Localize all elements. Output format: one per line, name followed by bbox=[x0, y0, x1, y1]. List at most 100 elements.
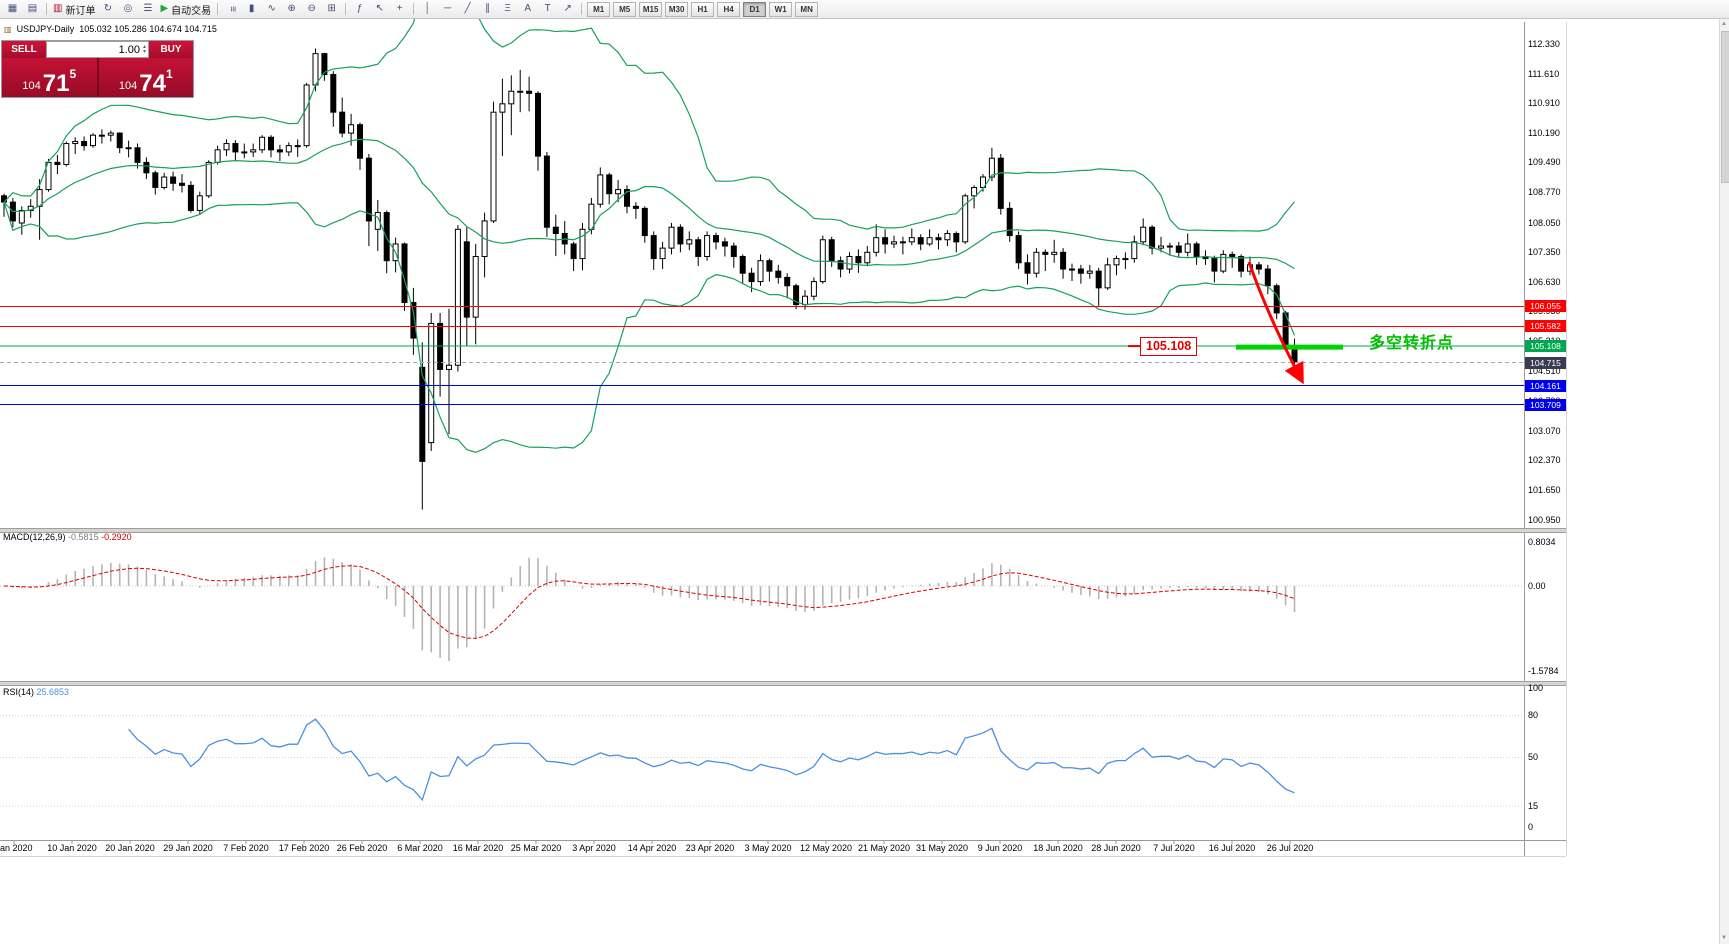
macd-name: MACD(12,26,9) bbox=[3, 532, 66, 542]
sell-price-whole: 104 bbox=[22, 80, 41, 92]
price-divider bbox=[96, 58, 99, 97]
scroll-up-icon[interactable]: ▲ bbox=[1721, 21, 1727, 27]
volume-value[interactable]: 1.00 bbox=[118, 43, 140, 56]
timeframe-h1[interactable]: H1 bbox=[691, 1, 715, 17]
chart-title: ▥ USDJPY-Daily 105.032 105.286 104.674 1… bbox=[4, 24, 217, 34]
buy-price[interactable]: 104 74 1 bbox=[98, 58, 193, 97]
new-chart-icon[interactable]: ▦ bbox=[3, 2, 22, 16]
crosshair-icon[interactable]: + bbox=[390, 2, 409, 16]
buy-price-pips: 74 bbox=[139, 69, 166, 97]
timeframe-m1-label: M1 bbox=[593, 4, 605, 14]
toolbar-separator bbox=[217, 3, 219, 15]
chart-icon: ▥ bbox=[4, 24, 12, 34]
price-level-callout[interactable]: 105.108 bbox=[1140, 337, 1198, 357]
rsi-panel bbox=[0, 715, 1524, 807]
bars-chart-icon[interactable]: ≡ bbox=[222, 2, 241, 16]
accounts-icon: ◎ bbox=[123, 3, 133, 14]
autotrade-button[interactable]: ▶ 自动交易 bbox=[158, 2, 213, 17]
timeframe-mn[interactable]: MN bbox=[795, 1, 819, 17]
refresh-icon[interactable]: ↻ bbox=[98, 2, 117, 16]
chart-symbol-label: USDJPY-Daily bbox=[16, 24, 75, 34]
trend-arrow bbox=[1247, 261, 1304, 385]
zoom-in-icon: ⊕ bbox=[287, 3, 296, 14]
timeframe-w1[interactable]: W1 bbox=[769, 1, 793, 17]
toolbar-separator bbox=[581, 3, 583, 15]
vertical-line-icon[interactable]: │ bbox=[418, 2, 437, 16]
zoom-in-icon[interactable]: ⊕ bbox=[282, 2, 301, 16]
horizontal-line-icon[interactable]: ─ bbox=[438, 2, 457, 16]
chart-frame bbox=[0, 22, 1567, 857]
timeframe-m5[interactable]: M5 bbox=[613, 1, 637, 17]
toolbar: ▦ ▤ ▥ 新订单 ↻ ◎ ☰ ▶ 自动交易 ≡ ▮ ∿ ⊕ ⊖ ⊞ ƒ ↖ + │ ─ ╱ ∥ Ξ A T ↗ M1 M5 M15 M3… bbox=[0, 0, 1729, 19]
annotations-graphics bbox=[1128, 261, 1343, 385]
timeframe-m5-label: M5 bbox=[619, 4, 631, 14]
timeframe-m1[interactable]: M1 bbox=[587, 1, 611, 17]
accounts-icon[interactable]: ◎ bbox=[118, 2, 137, 16]
timeframe-m15-label: M15 bbox=[642, 4, 659, 14]
macd-signal-value: -0.2920 bbox=[101, 532, 132, 542]
macd-histogram bbox=[12, 557, 1296, 662]
macd-value: -0.5815 bbox=[68, 532, 99, 542]
zoom-out-icon: ⊖ bbox=[307, 3, 316, 14]
middle-band bbox=[3, 138, 1295, 270]
lower-band bbox=[3, 201, 1296, 453]
crosshair-icon: + bbox=[396, 3, 403, 14]
candles-chart-icon: ▮ bbox=[248, 3, 255, 14]
timeframe-m15[interactable]: M15 bbox=[639, 1, 663, 17]
refresh-icon: ↻ bbox=[103, 3, 113, 14]
spinner-up-icon[interactable]: ▴ bbox=[142, 43, 146, 50]
spinner-down-icon[interactable]: ▾ bbox=[142, 48, 146, 55]
chart-profiles-icon: ▤ bbox=[27, 3, 38, 14]
candles-chart-icon[interactable]: ▮ bbox=[242, 2, 261, 16]
timeframe-h4[interactable]: H4 bbox=[717, 1, 741, 17]
timeframe-d1[interactable]: D1 bbox=[743, 1, 767, 17]
vertical-scrollbar[interactable]: ▲ ▼ bbox=[1719, 18, 1729, 944]
macd-indicator-label: MACD(12,26,9) -0.5815 -0.2920 bbox=[3, 532, 132, 542]
cursor-icon: ↖ bbox=[375, 3, 384, 14]
zoom-out-icon[interactable]: ⊖ bbox=[302, 2, 321, 16]
timeframe-m30-label: M30 bbox=[668, 4, 685, 14]
sell-price-point: 5 bbox=[69, 67, 77, 81]
new-chart-icon: ▦ bbox=[7, 3, 18, 14]
bars-chart-icon: ≡ bbox=[226, 6, 238, 12]
tile-windows-icon[interactable]: ⊞ bbox=[322, 2, 341, 16]
volume-spinner[interactable]: ▴ ▾ bbox=[142, 43, 146, 55]
one-click-top-row: SELL 1.00 ▴ ▾ BUY bbox=[2, 41, 193, 58]
indicators-icon[interactable]: ƒ bbox=[350, 2, 369, 16]
scrollbar-thumb[interactable] bbox=[1721, 31, 1729, 183]
rsi-line bbox=[128, 718, 1295, 802]
label-icon: T bbox=[544, 3, 551, 14]
timeframe-m30[interactable]: M30 bbox=[665, 1, 689, 17]
line-chart-icon[interactable]: ∿ bbox=[262, 2, 281, 16]
terminal-icon[interactable]: ☰ bbox=[138, 2, 157, 16]
buy-button[interactable]: BUY bbox=[149, 41, 193, 58]
autotrade-icon: ▶ bbox=[160, 3, 169, 14]
chart-profiles-icon[interactable]: ▤ bbox=[23, 2, 42, 16]
turning-point-note[interactable]: 多空转折点 bbox=[1369, 335, 1455, 352]
fibonacci-icon[interactable]: Ξ bbox=[498, 2, 517, 16]
volume-field[interactable]: 1.00 ▴ ▾ bbox=[46, 41, 149, 58]
sell-button[interactable]: SELL bbox=[2, 41, 46, 58]
new-order-button[interactable]: ▥ 新订单 bbox=[51, 2, 97, 17]
trendline-icon[interactable]: ╱ bbox=[458, 2, 477, 16]
channel-icon[interactable]: ∥ bbox=[478, 2, 497, 16]
cursor-icon[interactable]: ↖ bbox=[370, 2, 389, 16]
level-lines bbox=[0, 305, 1524, 406]
tile-windows-icon: ⊞ bbox=[327, 3, 336, 14]
terminal-icon: ☰ bbox=[143, 3, 153, 14]
text-icon[interactable]: A bbox=[518, 2, 537, 16]
arrows-icon[interactable]: ↗ bbox=[558, 2, 577, 16]
panel-separator-rsi[interactable] bbox=[0, 681, 1566, 686]
scroll-down-icon[interactable]: ▼ bbox=[1721, 935, 1727, 941]
panel-separator-macd[interactable] bbox=[0, 528, 1566, 533]
timeframe-d1-label: D1 bbox=[749, 4, 760, 14]
arrows-icon: ↗ bbox=[563, 3, 572, 14]
rsi-value: 25.6853 bbox=[36, 687, 70, 697]
label-icon[interactable]: T bbox=[538, 2, 557, 16]
sell-price[interactable]: 104 71 5 bbox=[2, 58, 97, 97]
text-icon: A bbox=[524, 3, 531, 14]
channel-icon: ∥ bbox=[485, 3, 491, 14]
buy-price-whole: 104 bbox=[118, 80, 138, 92]
